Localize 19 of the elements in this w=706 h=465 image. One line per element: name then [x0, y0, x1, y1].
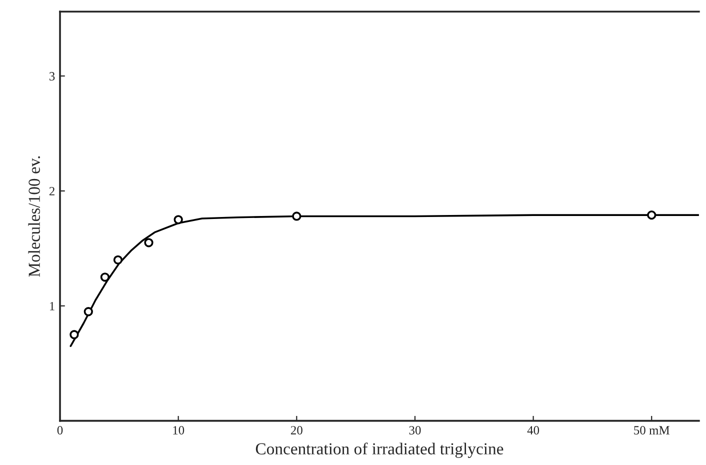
point — [84, 307, 93, 316]
point — [70, 330, 79, 340]
x-axis-title: Concentration of irradiated triglycine — [256, 442, 504, 458]
y-tick-label: 3 — [49, 72, 55, 80]
point — [174, 215, 183, 224]
x-tick-label: 30 — [409, 426, 421, 434]
x-tick-label: 10 — [173, 426, 184, 434]
x-tick-label: 40 — [527, 426, 540, 434]
point — [100, 272, 110, 282]
y-tick-label: 1 — [50, 302, 54, 310]
y-axis-title: Molecules/100 ev. — [28, 156, 40, 277]
y-tick-label: 2 — [49, 186, 54, 196]
point — [292, 212, 302, 221]
x-tick-label: 0 — [57, 426, 63, 434]
point — [113, 255, 123, 264]
x-tick-label: 20 — [290, 426, 302, 434]
point — [647, 210, 656, 220]
point — [144, 238, 154, 248]
x-tick-label: 50 mM — [634, 426, 670, 434]
